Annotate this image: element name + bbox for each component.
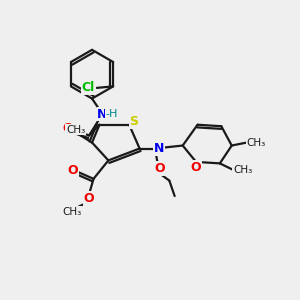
Text: S: S [130,115,138,128]
Text: O: O [154,162,165,175]
Text: CH₃: CH₃ [233,165,252,175]
Text: -H: -H [106,109,118,119]
Text: CH₃: CH₃ [247,138,266,148]
Text: O: O [62,122,73,135]
Text: O: O [191,161,201,174]
Text: Cl: Cl [82,81,95,94]
Text: O: O [68,164,78,177]
Text: N: N [97,107,108,121]
Text: O: O [84,192,94,205]
Text: CH₃: CH₃ [62,207,82,217]
Text: N: N [153,142,164,155]
Text: CH₃: CH₃ [66,125,85,135]
